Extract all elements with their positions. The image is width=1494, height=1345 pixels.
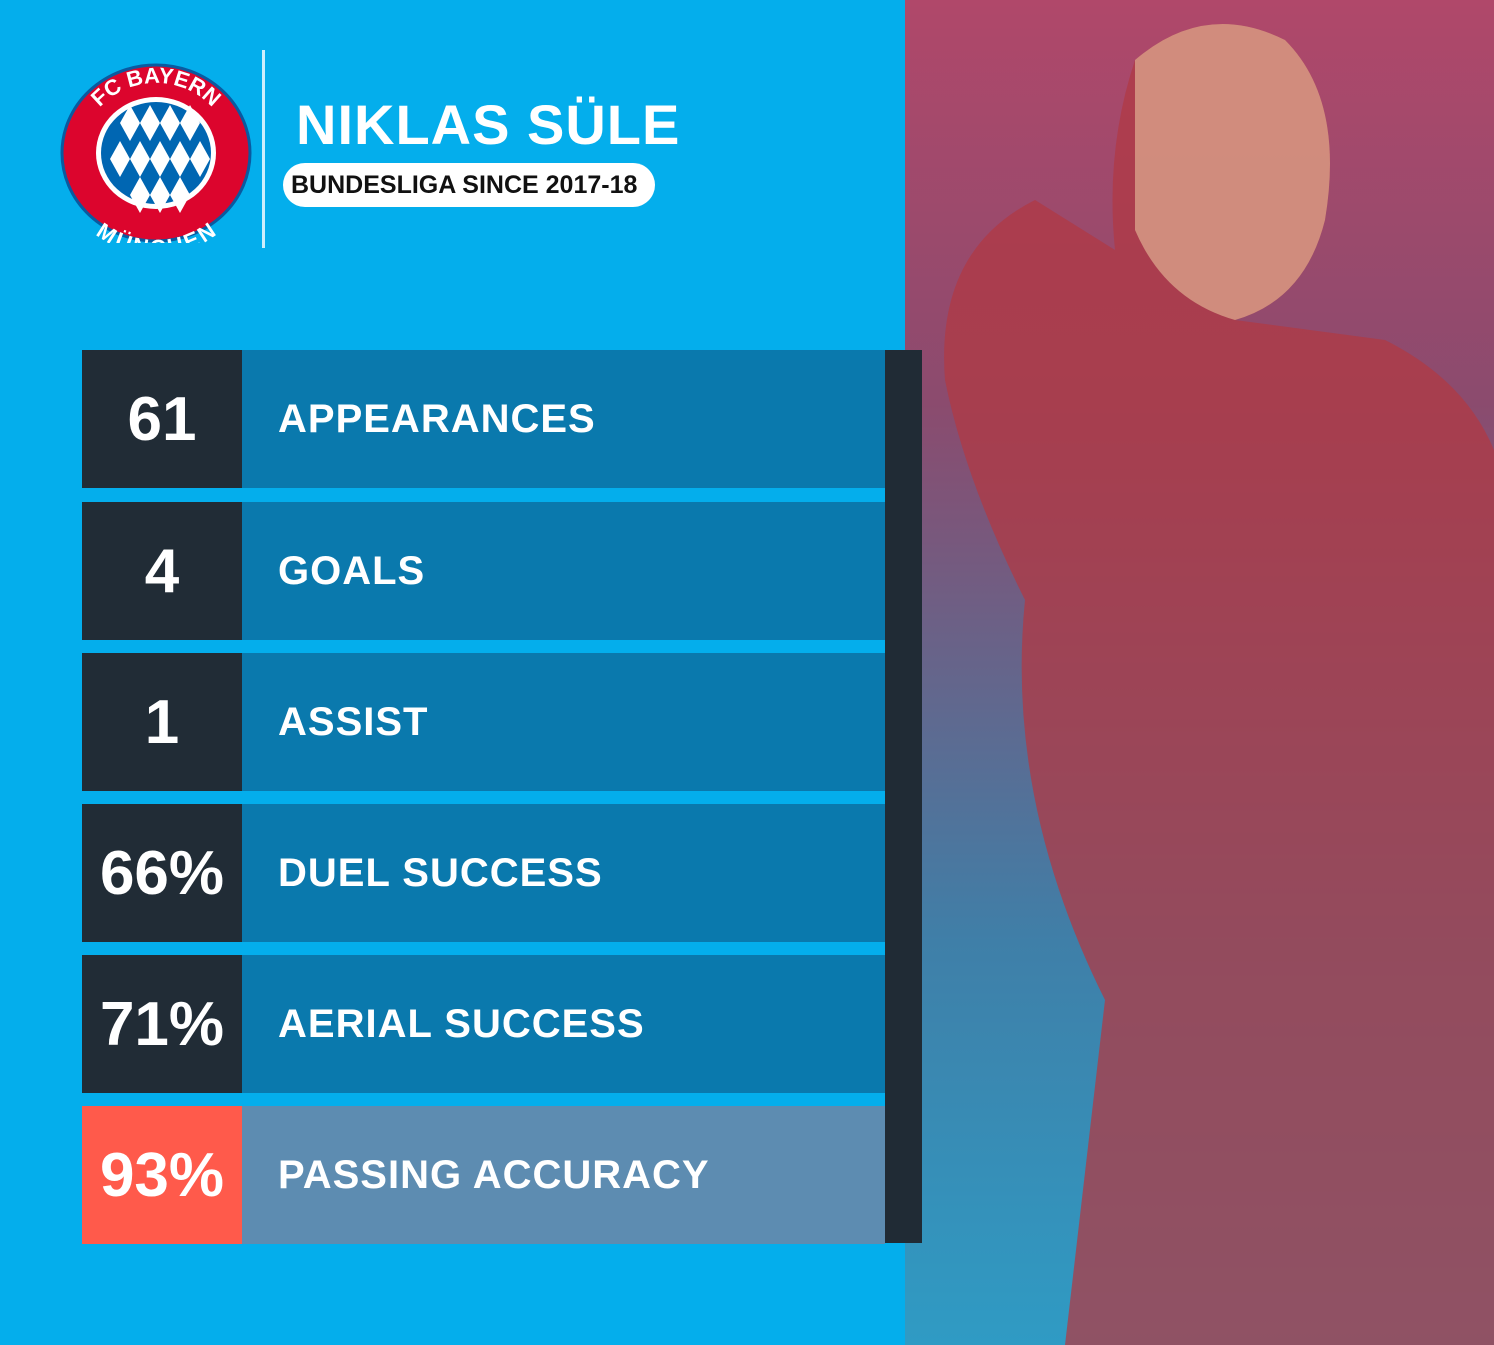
stat-label: DUEL SUCCESS <box>242 804 885 942</box>
fc-bayern-logo: FC BAYERN MÜNCHEN <box>60 63 252 243</box>
header-divider <box>262 50 265 248</box>
stat-value: 66% <box>82 804 242 942</box>
stat-value: 4 <box>82 502 242 640</box>
stat-row-appearances: 61 APPEARANCES <box>82 350 885 488</box>
stat-row-duel-success: 66% DUEL SUCCESS <box>82 804 885 942</box>
player-photo <box>905 0 1494 1345</box>
stat-row-assist: 1 ASSIST <box>82 653 885 791</box>
stats-side-bar <box>885 350 922 1243</box>
stat-label: ASSIST <box>242 653 885 791</box>
stat-value: 93% <box>82 1106 242 1244</box>
player-name: NIKLAS SÜLE <box>296 93 681 156</box>
stat-label: APPEARANCES <box>242 350 885 488</box>
stat-value: 61 <box>82 350 242 488</box>
stat-value: 1 <box>82 653 242 791</box>
stat-row-goals: 4 GOALS <box>82 502 885 640</box>
stat-row-aerial-success: 71% AERIAL SUCCESS <box>82 955 885 1093</box>
stat-value: 71% <box>82 955 242 1093</box>
stat-label: PASSING ACCURACY <box>242 1106 885 1244</box>
stat-row-passing-accuracy: 93% PASSING ACCURACY <box>82 1106 885 1244</box>
stat-label: AERIAL SUCCESS <box>242 955 885 1093</box>
player-silhouette <box>944 24 1494 1345</box>
subtitle-badge: BUNDESLIGA SINCE 2017-18 <box>283 163 656 207</box>
stat-label: GOALS <box>242 502 885 640</box>
